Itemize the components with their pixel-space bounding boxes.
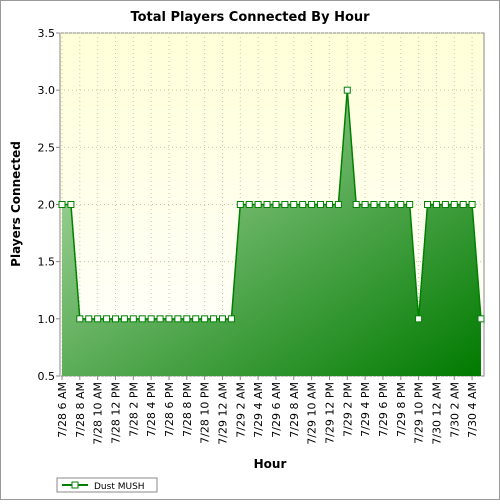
legend-label: Dust MUSH	[94, 482, 145, 492]
x-tick-label: 7/30 2 AM	[448, 382, 461, 438]
marker	[397, 201, 405, 208]
x-tick-label: 7/30 4 AM	[466, 382, 479, 438]
y-tick-label: 0.5	[38, 370, 56, 383]
marker	[272, 201, 280, 208]
x-tick-label: 7/29 4 AM	[252, 382, 265, 438]
marker	[129, 315, 137, 323]
legend	[56, 477, 158, 493]
marker	[210, 315, 218, 323]
x-tick-label: 7/28 8 PM	[181, 382, 194, 437]
marker	[468, 201, 476, 208]
marker	[432, 201, 440, 208]
y-tick-label: 1.5	[38, 256, 56, 269]
x-tick-label: 7/28 10 PM	[199, 382, 212, 444]
marker	[441, 201, 449, 208]
marker	[370, 201, 378, 208]
marker	[334, 201, 342, 208]
x-tick-label: 7/28 6 AM	[56, 382, 69, 438]
x-tick-label: 7/29 6 AM	[270, 382, 283, 438]
marker	[308, 201, 316, 208]
marker	[103, 315, 111, 323]
marker	[192, 315, 200, 323]
y-axis-label: Players Connected	[9, 141, 23, 267]
marker	[352, 201, 360, 208]
y-tick-label: 1.0	[38, 313, 56, 326]
marker	[361, 201, 369, 208]
marker	[379, 201, 387, 208]
x-tick-label: 7/29 8 AM	[288, 382, 301, 438]
marker	[58, 201, 66, 208]
marker	[67, 201, 75, 208]
x-tick-label: 7/29 10 PM	[413, 382, 426, 444]
marker	[156, 315, 164, 323]
marker	[120, 315, 128, 323]
marker	[76, 315, 84, 323]
marker	[290, 201, 298, 208]
x-tick-label: 7/29 8 PM	[395, 382, 408, 437]
marker	[147, 315, 155, 323]
marker	[388, 201, 396, 208]
marker	[218, 315, 226, 323]
y-tick-label: 3.5	[38, 27, 56, 40]
marker	[201, 315, 209, 323]
marker	[263, 201, 271, 208]
x-tick-label: 7/28 12 PM	[109, 382, 122, 444]
marker	[174, 315, 182, 323]
marker	[165, 315, 173, 323]
x-tick-label: 7/30 12 AM	[430, 382, 443, 445]
marker	[325, 201, 333, 208]
marker	[111, 315, 119, 323]
x-tick-label: 7/28 2 PM	[127, 382, 140, 437]
y-tick-label: 2.5	[38, 141, 56, 154]
x-axis-label: Hour	[254, 457, 287, 471]
chart-title: Total Players Connected By Hour	[130, 10, 370, 25]
legend-marker	[71, 481, 79, 489]
marker	[317, 201, 325, 208]
marker	[85, 315, 93, 323]
x-tick-label: 7/28 8 AM	[74, 382, 87, 438]
marker	[424, 201, 432, 208]
x-tick-label: 7/29 10 AM	[306, 382, 319, 445]
marker	[245, 201, 253, 208]
x-tick-label: 7/29 2 AM	[234, 382, 247, 438]
area	[62, 90, 481, 377]
marker	[183, 315, 191, 323]
marker	[299, 201, 307, 208]
marker	[415, 315, 423, 323]
x-tick-label: 7/29 6 PM	[377, 382, 390, 437]
marker	[450, 201, 458, 208]
x-tick-label: 7/29 2 PM	[341, 382, 354, 437]
marker	[281, 201, 289, 208]
y-tick-label: 3.0	[38, 84, 56, 97]
marker	[227, 315, 235, 323]
x-tick-label: 7/29 12 PM	[323, 382, 336, 444]
marker	[459, 201, 467, 208]
y-tick-label: 2.0	[38, 199, 56, 212]
marker	[406, 201, 414, 208]
marker	[94, 315, 102, 323]
marker	[236, 201, 244, 208]
marker	[477, 315, 485, 323]
marker	[138, 315, 146, 323]
x-tick-label: 7/28 10 AM	[92, 382, 105, 445]
x-tick-label: 7/28 6 PM	[163, 382, 176, 437]
x-tick-label: 7/28 4 PM	[145, 382, 158, 437]
marker	[254, 201, 262, 208]
x-tick-label: 7/29 4 PM	[359, 382, 372, 437]
marker	[343, 86, 351, 94]
x-tick-label: 7/29 12 AM	[216, 382, 229, 445]
